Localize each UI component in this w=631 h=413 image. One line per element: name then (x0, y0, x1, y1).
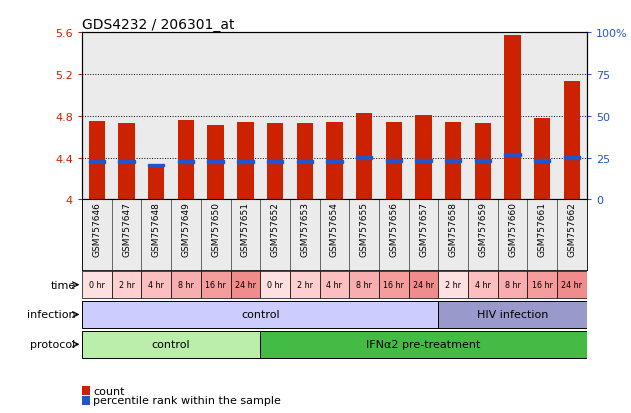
Text: percentile rank within the sample: percentile rank within the sample (93, 395, 281, 405)
Text: 0 hr: 0 hr (89, 280, 105, 290)
Text: GSM757653: GSM757653 (300, 202, 309, 257)
Bar (178, 161, 194, 164)
Bar (468, 272, 498, 298)
Bar (475, 160, 491, 163)
Text: GSM757656: GSM757656 (389, 202, 398, 257)
Bar (89, 161, 105, 164)
Bar (409, 272, 439, 298)
Bar (356, 157, 372, 159)
Text: GSM757658: GSM757658 (449, 202, 457, 257)
Text: GSM757660: GSM757660 (508, 202, 517, 257)
Text: GDS4232 / 206301_at: GDS4232 / 206301_at (82, 18, 235, 32)
Bar (528, 272, 557, 298)
Text: count: count (93, 386, 125, 396)
Text: GSM757654: GSM757654 (330, 202, 339, 257)
Bar (112, 272, 141, 298)
Text: time: time (50, 280, 76, 290)
Text: GSM757650: GSM757650 (211, 202, 220, 257)
Text: GSM757657: GSM757657 (419, 202, 428, 257)
Text: 2 hr: 2 hr (297, 280, 313, 290)
Bar (534, 160, 550, 163)
Text: IFNα2 pre-treatment: IFNα2 pre-treatment (367, 339, 481, 349)
Bar (237, 123, 254, 200)
Text: protocol: protocol (30, 339, 76, 349)
Text: GSM757652: GSM757652 (271, 202, 280, 257)
Text: GSM757661: GSM757661 (538, 202, 547, 257)
Bar (89, 122, 105, 200)
Text: GSM757651: GSM757651 (241, 202, 250, 257)
Bar (504, 154, 521, 156)
Bar (178, 121, 194, 200)
Bar (356, 113, 372, 200)
Bar (445, 160, 461, 163)
Text: 8 hr: 8 hr (505, 280, 521, 290)
Bar (326, 123, 343, 200)
Bar (445, 123, 461, 200)
Text: 16 hr: 16 hr (205, 280, 226, 290)
Bar (379, 272, 409, 298)
Bar (498, 272, 528, 298)
Bar (148, 166, 165, 200)
Text: GSM757655: GSM757655 (360, 202, 369, 257)
Bar (82, 301, 439, 328)
Bar (141, 272, 171, 298)
Bar (208, 161, 224, 164)
Text: GSM757659: GSM757659 (478, 202, 487, 257)
Bar (319, 272, 350, 298)
Text: 8 hr: 8 hr (178, 280, 194, 290)
Bar (564, 82, 580, 200)
Text: control: control (152, 339, 191, 349)
Bar (439, 301, 587, 328)
Bar (504, 36, 521, 200)
Text: GSM757648: GSM757648 (152, 202, 161, 257)
Bar (475, 124, 491, 200)
Bar (534, 119, 550, 200)
Bar (297, 161, 313, 164)
Text: control: control (241, 310, 280, 320)
Text: GSM757647: GSM757647 (122, 202, 131, 257)
Bar (260, 331, 587, 358)
Text: infection: infection (27, 310, 76, 320)
Bar (439, 272, 468, 298)
Text: 0 hr: 0 hr (267, 280, 283, 290)
Text: GSM757662: GSM757662 (567, 202, 577, 257)
Bar (350, 272, 379, 298)
Text: 16 hr: 16 hr (384, 280, 404, 290)
Bar (260, 272, 290, 298)
Bar (237, 161, 254, 164)
Text: 24 hr: 24 hr (235, 280, 256, 290)
Bar (415, 160, 432, 163)
Text: 24 hr: 24 hr (562, 280, 582, 290)
Text: 24 hr: 24 hr (413, 280, 434, 290)
Bar (415, 115, 432, 200)
Text: 8 hr: 8 hr (356, 280, 372, 290)
Bar (386, 123, 402, 200)
Text: GSM757649: GSM757649 (182, 202, 191, 257)
Bar (564, 157, 580, 159)
Bar (119, 124, 135, 200)
Text: 2 hr: 2 hr (119, 280, 134, 290)
Bar (297, 124, 313, 200)
Text: 16 hr: 16 hr (532, 280, 553, 290)
Bar (326, 161, 343, 164)
Bar (171, 272, 201, 298)
Bar (230, 272, 260, 298)
Bar (82, 272, 112, 298)
Bar (290, 272, 319, 298)
Bar (267, 124, 283, 200)
Text: 4 hr: 4 hr (326, 280, 343, 290)
Text: 2 hr: 2 hr (445, 280, 461, 290)
Bar (82, 331, 260, 358)
Text: HIV infection: HIV infection (477, 310, 548, 320)
Text: GSM757646: GSM757646 (92, 202, 102, 257)
Bar (201, 272, 230, 298)
Text: 4 hr: 4 hr (148, 280, 164, 290)
Bar (557, 272, 587, 298)
Text: 4 hr: 4 hr (475, 280, 491, 290)
Bar (208, 126, 224, 200)
Bar (148, 164, 165, 167)
Bar (119, 161, 135, 164)
Bar (267, 161, 283, 164)
Bar (386, 160, 402, 163)
